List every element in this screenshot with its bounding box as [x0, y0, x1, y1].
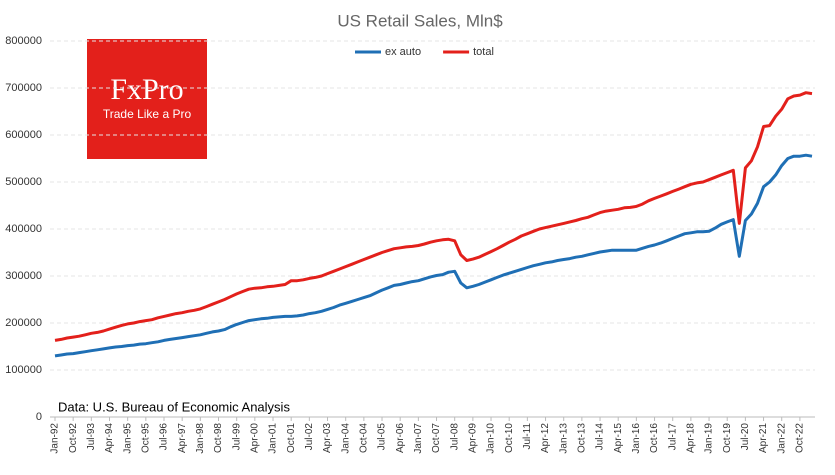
x-tick-label: Oct-16 [649, 423, 660, 453]
x-tick-label: Apr-94 [104, 423, 115, 453]
x-tick-label: Jan-16 [631, 423, 642, 454]
y-tick-label: 600000 [5, 129, 42, 141]
x-tick-label: Apr-03 [322, 423, 333, 453]
x-tick-label: Oct-07 [431, 423, 442, 453]
x-tick-label: Jul-11 [522, 423, 533, 450]
x-tick-label: Oct-04 [358, 423, 369, 453]
x-tick-label: Apr-18 [686, 423, 697, 453]
x-tick-label: Jul-02 [304, 423, 315, 451]
x-tick-label: Jul-08 [449, 423, 460, 451]
x-tick-label: Jul-17 [667, 423, 678, 451]
x-tick-label: Jan-95 [122, 423, 133, 454]
y-tick-label: 700000 [5, 82, 42, 94]
x-tick-label: Oct-95 [140, 423, 151, 453]
x-tick-label: Jan-07 [413, 423, 424, 454]
x-tick-label: Jan-01 [268, 423, 279, 454]
y-tick-label: 0 [36, 411, 42, 423]
line-series [54, 91, 813, 342]
x-tick-label: Jan-98 [195, 423, 206, 454]
x-tick-label: Jan-13 [558, 423, 569, 454]
x-tick-label: Jul-99 [231, 423, 242, 451]
x-tick-label: Oct-92 [68, 423, 79, 453]
x-tick-label: Apr-09 [468, 423, 479, 453]
y-tick-label: 500000 [5, 176, 42, 188]
y-tick-label: 300000 [5, 270, 42, 282]
x-tick-label: Jan-22 [776, 423, 787, 454]
y-tick-label: 800000 [5, 35, 42, 47]
y-tick-label: 200000 [5, 317, 42, 329]
x-tick-label: Jan-04 [340, 423, 351, 454]
x-tick-label: Jul-20 [740, 423, 751, 451]
x-tick-label: Jan-10 [486, 423, 497, 454]
x-tick-label: Jul-14 [595, 423, 606, 451]
x-tick-label: Apr-12 [540, 423, 551, 453]
y-tick-label: 100000 [5, 364, 42, 376]
legend-label: ex auto [385, 46, 421, 58]
x-tick-label: Jul-93 [86, 423, 97, 451]
x-tick-label: Jan-19 [704, 423, 715, 454]
x-tick-label: Jul-96 [159, 423, 170, 451]
logo-brand: FxPro [110, 73, 183, 106]
y-tick-label: 400000 [5, 223, 42, 235]
logo-box [87, 39, 207, 159]
x-tick-label: Oct-98 [213, 423, 224, 453]
x-tick-label: Apr-97 [177, 423, 188, 453]
x-tick-label: Apr-00 [249, 423, 260, 453]
x-tick-label: Apr-15 [613, 423, 624, 453]
x-tick-label: Oct-10 [504, 423, 515, 453]
x-tick-label: Oct-01 [286, 423, 297, 453]
x-tick-label: Jul-05 [377, 423, 388, 451]
x-tick-label: Apr-06 [395, 423, 406, 453]
x-tick-label: Apr-21 [758, 423, 769, 453]
x-tick-label: Oct-13 [577, 423, 588, 453]
line-series [54, 153, 813, 358]
logo-tagline: Trade Like a Pro [103, 107, 192, 121]
annotation: Data: U.S. Bureau of Economic Analysis [58, 399, 290, 414]
legend-label: total [473, 46, 494, 58]
x-tick-label: Oct-19 [722, 423, 733, 453]
x-tick-label: Jan-92 [50, 423, 61, 454]
chart-title: US Retail Sales, Mln$ [337, 11, 503, 30]
x-tick-label: Oct-22 [795, 423, 806, 453]
